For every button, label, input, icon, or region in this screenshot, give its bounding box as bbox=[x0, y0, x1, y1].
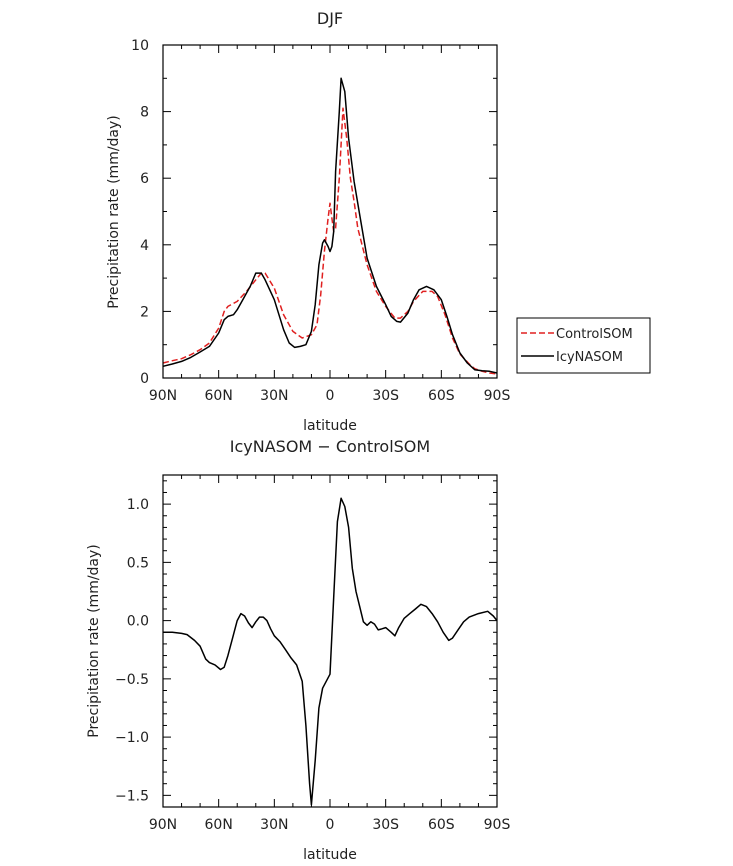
x-tick-label: 30N bbox=[260, 388, 288, 404]
chart-difference: IcyNASOM − ControlSOM Precipitation rate… bbox=[86, 437, 510, 863]
x-tick-label: 90N bbox=[149, 388, 177, 404]
plot-frame bbox=[162, 474, 498, 808]
legend-label-icynasom: IcyNASOM bbox=[556, 350, 623, 365]
series-group bbox=[162, 77, 498, 375]
x-tick-label: 90S bbox=[484, 817, 511, 833]
y-tick-label: 6 bbox=[140, 171, 149, 187]
series-line-icynasom bbox=[162, 77, 498, 374]
y-tick-label: 0.5 bbox=[127, 555, 149, 571]
y-tick-label: −1.5 bbox=[115, 788, 149, 804]
x-tick-label: 0 bbox=[326, 817, 335, 833]
x-tick-label: 60S bbox=[428, 388, 455, 404]
legend-box bbox=[516, 317, 651, 374]
y-tick-label: 1.0 bbox=[127, 497, 149, 513]
x-axis-label: latitude bbox=[303, 418, 357, 434]
series-line-difference bbox=[163, 497, 498, 806]
x-tick-label: 90N bbox=[149, 817, 177, 833]
y-tick-label: −1.0 bbox=[115, 730, 149, 746]
x-tick-label: 90S bbox=[484, 388, 511, 404]
y-tick-label: 10 bbox=[131, 38, 149, 54]
plot-frame bbox=[162, 44, 498, 379]
series-line-controlsom bbox=[162, 107, 498, 375]
y-tick-label: 0.0 bbox=[127, 614, 149, 630]
x-tick-label: 60S bbox=[428, 817, 455, 833]
x-tick-label: 0 bbox=[326, 388, 335, 404]
legend: ControlSOM IcyNASOM bbox=[516, 317, 651, 374]
chart-djf: DJF Precipitation rate (mm/day) latitude… bbox=[106, 9, 651, 434]
x-tick-label: 60N bbox=[205, 388, 233, 404]
series-group bbox=[163, 497, 498, 806]
axis-ticks: 90N 60N 30N 0 30S 60S 90S 0 2 4 6 8 10 bbox=[131, 38, 510, 404]
x-tick-label: 30S bbox=[372, 388, 399, 404]
x-tick-label: 30S bbox=[372, 817, 399, 833]
chart-title: DJF bbox=[317, 9, 343, 28]
y-axis-label: Precipitation rate (mm/day) bbox=[106, 115, 122, 309]
legend-label-controlsom: ControlSOM bbox=[556, 327, 633, 342]
axis-ticks: 90N 60N 30N 0 30S 60S 90S −1.5 −1.0 −0.5 0.0 0.5 1.0 bbox=[115, 475, 510, 833]
y-tick-label: 2 bbox=[140, 304, 149, 320]
x-axis-label: latitude bbox=[303, 847, 357, 863]
y-tick-label: 4 bbox=[140, 238, 149, 254]
chart-title: IcyNASOM − ControlSOM bbox=[230, 437, 430, 456]
x-tick-label: 30N bbox=[260, 817, 288, 833]
y-tick-label: 0 bbox=[140, 371, 149, 387]
y-axis-label: Precipitation rate (mm/day) bbox=[86, 544, 102, 738]
y-tick-label: −0.5 bbox=[115, 672, 149, 688]
x-tick-label: 60N bbox=[205, 817, 233, 833]
y-tick-label: 8 bbox=[140, 105, 149, 121]
